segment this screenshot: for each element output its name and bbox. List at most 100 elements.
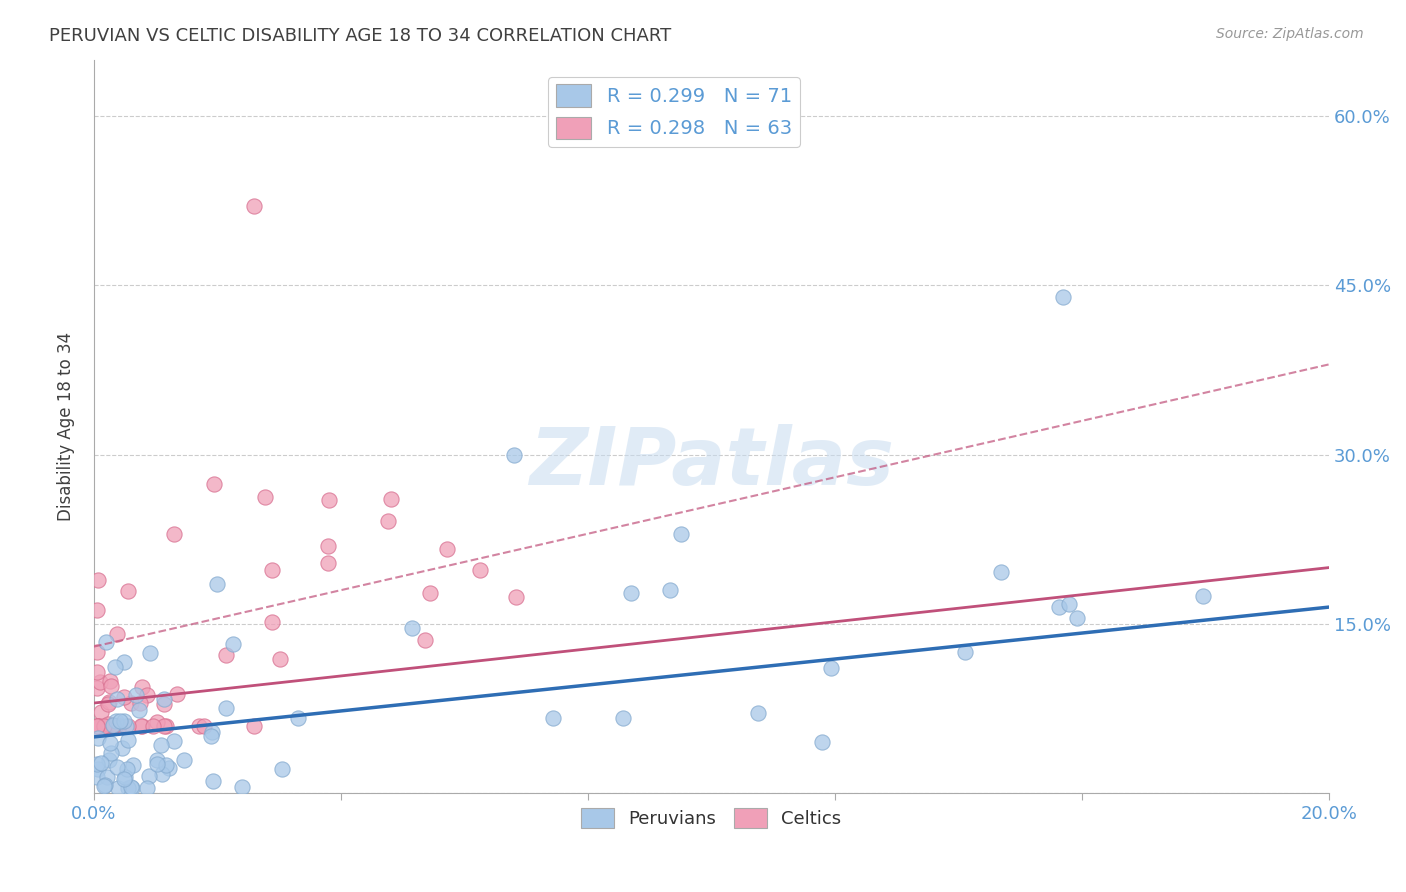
Point <box>111 740 134 755</box>
Point <box>146 714 169 729</box>
Point <box>262 615 284 630</box>
Point <box>811 735 834 749</box>
Point <box>86 757 108 772</box>
Point <box>215 701 238 715</box>
Point <box>120 780 142 794</box>
Point <box>98 673 121 688</box>
Point <box>121 780 143 795</box>
Point <box>146 753 169 767</box>
Point <box>620 586 643 600</box>
Point <box>112 656 135 670</box>
Point <box>153 697 176 711</box>
Point <box>86 718 108 732</box>
Text: PERUVIAN VS CELTIC DISABILITY AGE 18 TO 34 CORRELATION CHART: PERUVIAN VS CELTIC DISABILITY AGE 18 TO … <box>49 27 672 45</box>
Point <box>155 758 177 772</box>
Point <box>87 718 110 732</box>
Point <box>97 718 120 732</box>
Point <box>145 757 167 772</box>
Point <box>269 651 291 665</box>
Y-axis label: Disability Age 18 to 34: Disability Age 18 to 34 <box>58 332 75 521</box>
Point <box>380 492 402 507</box>
Point <box>659 582 682 597</box>
Point <box>98 736 121 750</box>
Point <box>86 731 108 745</box>
Point <box>115 719 138 733</box>
Point <box>131 718 153 732</box>
Text: ZIPatlas: ZIPatlas <box>529 425 894 502</box>
Point <box>1191 589 1213 603</box>
Point <box>401 621 423 635</box>
Point <box>129 696 152 710</box>
Point <box>97 697 120 711</box>
Point <box>1047 599 1070 614</box>
Point <box>138 769 160 783</box>
Point <box>98 695 121 709</box>
Point <box>89 675 111 690</box>
Point <box>117 732 139 747</box>
Point <box>470 563 492 577</box>
Point <box>139 646 162 660</box>
Point <box>128 703 150 717</box>
Point <box>820 661 842 675</box>
Point <box>86 718 108 732</box>
Point <box>163 526 186 541</box>
Point <box>505 590 527 604</box>
Point <box>253 490 276 504</box>
Point <box>105 714 128 729</box>
Point <box>243 718 266 732</box>
Point <box>436 542 458 557</box>
Point <box>316 556 339 570</box>
Point <box>131 680 153 694</box>
Point <box>149 738 172 752</box>
Point <box>90 705 112 719</box>
Point <box>103 718 125 732</box>
Point <box>541 710 564 724</box>
Point <box>747 706 769 720</box>
Point <box>231 780 253 794</box>
Point <box>90 718 112 732</box>
Point <box>1057 597 1080 611</box>
Point <box>125 688 148 702</box>
Point <box>669 526 692 541</box>
Point <box>207 577 229 591</box>
Point <box>377 514 399 528</box>
Point <box>152 767 174 781</box>
Point <box>318 492 340 507</box>
Point <box>152 691 174 706</box>
Legend: Peruvians, Celtics: Peruvians, Celtics <box>574 800 849 836</box>
Point <box>188 718 211 732</box>
Point <box>112 714 135 728</box>
Point <box>86 770 108 784</box>
Point <box>101 718 124 732</box>
Point <box>173 753 195 767</box>
Point <box>155 718 177 732</box>
Point <box>129 718 152 732</box>
Point <box>90 756 112 771</box>
Point <box>117 718 139 732</box>
Point <box>86 665 108 679</box>
Point <box>120 697 142 711</box>
Point <box>87 762 110 776</box>
Point <box>262 563 284 577</box>
Text: Source: ZipAtlas.com: Source: ZipAtlas.com <box>1216 27 1364 41</box>
Point <box>193 718 215 732</box>
Point <box>105 692 128 706</box>
Point <box>107 718 129 732</box>
Point <box>122 758 145 772</box>
Point <box>107 718 129 732</box>
Point <box>86 645 108 659</box>
Point <box>201 774 224 789</box>
Point <box>93 718 115 732</box>
Point <box>96 770 118 784</box>
Point <box>101 718 124 732</box>
Point <box>97 716 120 731</box>
Point <box>316 539 339 553</box>
Point <box>86 603 108 617</box>
Point <box>202 476 225 491</box>
Point <box>114 770 136 784</box>
Point <box>107 718 129 732</box>
Point <box>93 779 115 793</box>
Point <box>105 759 128 773</box>
Point <box>112 772 135 786</box>
Point <box>112 690 135 704</box>
